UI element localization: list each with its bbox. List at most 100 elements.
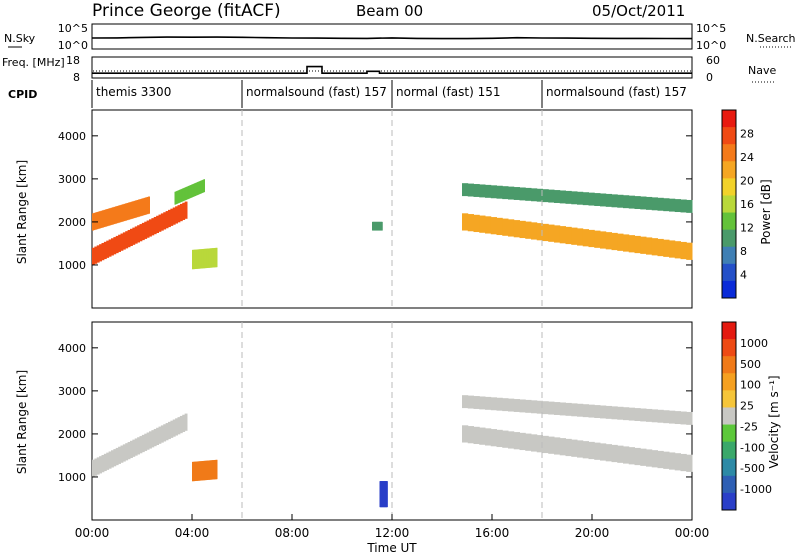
echo-cell: [215, 247, 217, 268]
echo-cell: [542, 189, 549, 203]
beam-title: Beam 00: [356, 2, 423, 20]
echo-cell: [213, 460, 215, 480]
echo-cell: [680, 241, 687, 260]
echo-cell: [663, 198, 670, 212]
echo-cell: [582, 192, 589, 206]
echo-cell: [210, 248, 212, 268]
echo-cell: [102, 210, 104, 228]
noise-ytick-bottom-right: 10^0: [696, 39, 726, 52]
echo-cell: [651, 450, 658, 468]
echo-cell: [199, 461, 201, 481]
echo-cell: [195, 249, 197, 269]
echo-cell: [143, 197, 146, 216]
echo-cell: [611, 406, 618, 420]
echo-cell: [208, 460, 210, 480]
power-panel: 1000 2000 3000 4000 Slant Range [km] 28 24 20…: [15, 109, 773, 309]
echo-cell: [149, 219, 152, 237]
noise-right-label: N.Search: [746, 32, 796, 45]
echo-cell: [118, 446, 121, 464]
noise-panel: N.Sky 10^5 10^0 10^5 10^0 N.Search: [4, 22, 796, 52]
echo-cell: [199, 181, 201, 195]
echo-cell: [216, 247, 218, 268]
echo-cell: [197, 249, 199, 269]
echo-cell: [184, 413, 188, 431]
echo-cell: [628, 195, 635, 209]
echo-cell: [213, 460, 215, 480]
echo-cell: [200, 461, 202, 481]
echo-cell: [485, 216, 492, 234]
echo-cell: [111, 450, 114, 468]
velocity-xticks: 00:00 04:00 08:00 12:00 16:00 20:00 00:00: [75, 514, 710, 540]
echo-cell: [193, 183, 195, 197]
echo-cell: [96, 212, 99, 230]
echo-cell: [127, 202, 130, 220]
colorbar-cell: [722, 144, 736, 162]
echo-cell: [205, 460, 207, 481]
colorbar-cell: [722, 458, 736, 477]
echo-cell: [193, 249, 195, 270]
echo-cell: [623, 195, 630, 209]
colorbar-cell: [722, 246, 736, 265]
echo-cell: [142, 198, 145, 216]
echo-cell: [94, 246, 98, 264]
echo-cell: [479, 184, 486, 198]
echo-cell: [200, 461, 202, 481]
echo-cell: [203, 248, 205, 269]
echo-cell: [571, 403, 578, 417]
echo-cell: [565, 438, 572, 457]
echo-cell: [193, 461, 195, 482]
colorbar-tick-label: 24: [740, 151, 754, 164]
echo-cell: [107, 208, 110, 226]
echo-cell: [565, 402, 572, 416]
echo-cell: [160, 425, 164, 443]
x-tick-label: 04:00: [175, 526, 210, 540]
echo-cell: [531, 400, 538, 414]
frequency-ylabel: Freq. [MHz]: [2, 56, 65, 69]
echo-cell: [651, 409, 658, 423]
echo-cell: [467, 183, 474, 197]
echo-cell: [92, 247, 95, 265]
echo-cell: [146, 196, 149, 215]
y-tick-label: 3000: [58, 173, 86, 186]
echo-cell: [207, 248, 209, 268]
echo-cell: [565, 226, 572, 245]
echo-cell: [192, 249, 194, 270]
echo-cell: [125, 203, 127, 221]
echo-cell: [686, 411, 693, 425]
cpid-segment-label: normalsound (fast) 157: [246, 85, 387, 99]
echo-cell: [182, 202, 186, 220]
colorbar-cell: [722, 441, 736, 460]
echo-cell: [594, 193, 601, 206]
echo-cell: [198, 249, 200, 269]
echo-cell: [188, 185, 190, 199]
y-tick-label: 1000: [58, 471, 86, 484]
echo-cell: [179, 203, 183, 222]
echo-cell: [594, 405, 601, 418]
echo-cell: [132, 439, 136, 457]
echo-cell: [531, 222, 538, 240]
echo-cell: [179, 189, 181, 203]
y-tick-label: 1000: [58, 259, 86, 272]
x-tick-label: 12:00: [375, 526, 410, 540]
echo-cell: [490, 429, 497, 447]
echo-cell: [94, 458, 98, 476]
echo-cell: [136, 199, 139, 218]
echo-cell: [120, 204, 123, 222]
echo-cell: [210, 460, 212, 480]
echo-cell: [519, 220, 526, 239]
echo-cell: [202, 460, 204, 481]
echo-cell: [548, 224, 555, 242]
echo-cell: [577, 403, 584, 417]
echo-cell: [594, 230, 601, 248]
echo-cell: [554, 190, 561, 203]
frequency-panel: Freq. [MHz] 18 8 60 0 Nave: [2, 54, 776, 84]
echo-cell: [214, 459, 216, 480]
echo-cell: [181, 188, 183, 202]
echo-cell: [536, 223, 543, 241]
echo-cell: [191, 184, 193, 198]
echo-cell: [611, 194, 618, 208]
echo-cell: [188, 185, 190, 199]
x-tick-label: 00:00: [675, 526, 710, 540]
echo-cell: [508, 219, 515, 237]
echo-cell: [134, 438, 138, 456]
